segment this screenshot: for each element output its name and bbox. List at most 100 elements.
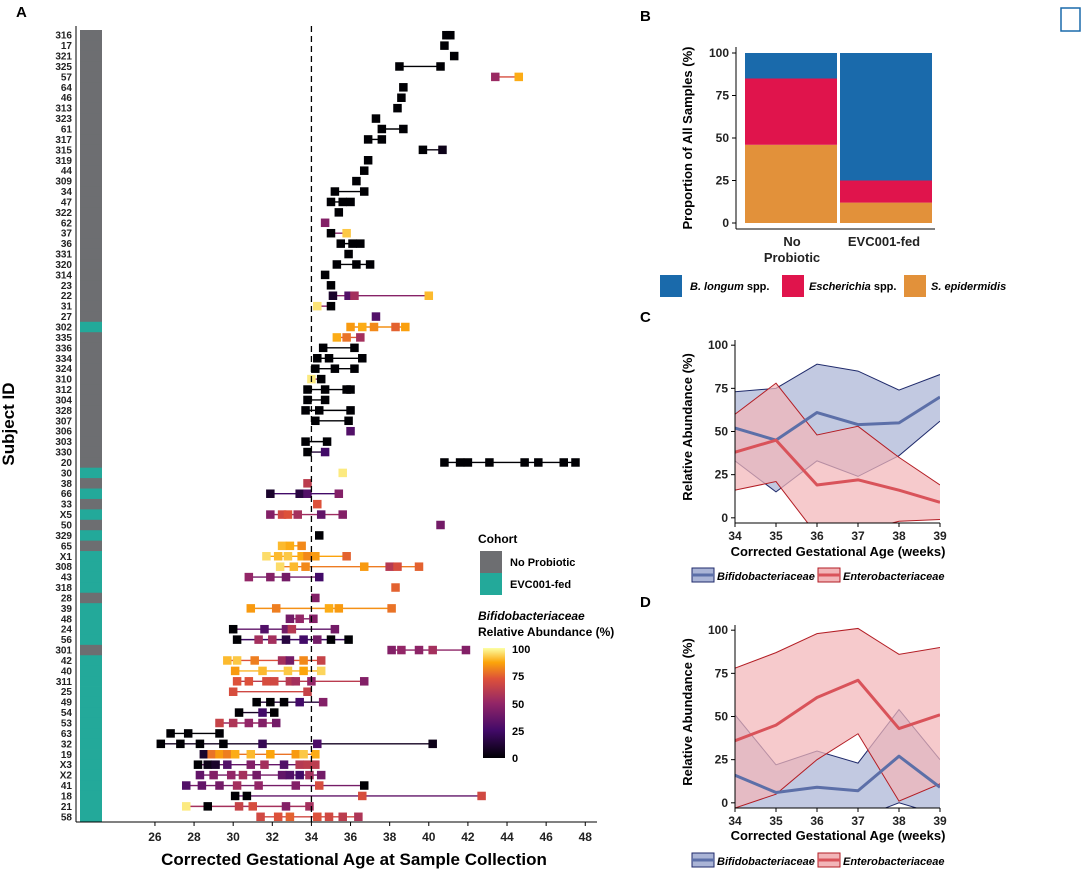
sample-point-56-3 [281,635,291,644]
sample-point-34-1 [359,187,369,196]
cohort-cell-324 [80,363,102,375]
sample-point-302-3 [391,322,400,332]
sample-row-50 [436,520,445,530]
d-y-tick-label: 75 [715,666,729,680]
panel-d-letter: D [640,594,651,611]
sample-row-65 [277,541,306,551]
sample-point-39-3 [334,604,344,613]
subject-label-42: 42 [61,656,73,667]
sample-point-24-4 [330,624,340,634]
b-x-tick-probiotic: Probiotic [764,250,820,265]
sample-point-49-4 [318,697,328,707]
subject-label-34: 34 [61,187,73,198]
sample-point-X2-0 [195,770,205,780]
sample-point-61-1 [399,124,408,134]
cohort-cell-66 [80,488,102,500]
sample-row-334 [313,354,367,363]
sample-point-20-3 [485,458,494,467]
subject-label-335: 335 [55,333,72,344]
b-y-ticks: 0 25 50 75 100 [709,46,736,230]
sample-point-40-0 [230,666,240,676]
cohort-cell-42 [80,655,102,667]
sample-point-32-0 [156,739,166,749]
sample-row-37 [326,228,351,238]
cohort-cell-303 [80,436,102,448]
cohort-cell-312 [80,384,102,396]
sample-point-X5-5 [338,510,347,519]
sample-point-58-4 [324,812,334,822]
subject-label-23: 23 [61,281,73,292]
subject-label-61: 61 [61,125,73,136]
sample-row-324 [311,364,359,373]
sample-point-49-2 [279,697,289,707]
sample-row-316 [442,30,455,40]
subject-label-30: 30 [61,468,73,479]
b-legend-label-b-longum-italic: B. longum [690,281,744,293]
sample-point-54-1 [258,708,267,717]
sample-point-307-0 [311,416,320,426]
sample-point-58-6 [354,812,363,822]
sample-point-X3-2 [211,760,220,769]
subject-label-62: 62 [61,218,73,229]
sample-row-335 [332,333,365,342]
sample-row-57 [491,72,524,82]
a-sample-rows [156,30,580,822]
sample-point-61-0 [377,124,387,134]
d-x-tick-label: 34 [728,814,742,828]
sample-point-32-1 [176,739,185,749]
sample-row-62 [320,218,330,228]
sample-point-27-0 [371,312,381,321]
sample-point-318-0 [391,583,400,592]
a-color-tick: 100 [512,644,530,656]
a-y-axis-title: Subject ID [0,382,18,465]
b-legend-label-escherichia-suffix: spp. [871,281,897,293]
b-legend-label-escherichia-italic: Escherichia [809,281,871,293]
sample-point-18-0 [230,791,240,801]
cohort-cell-30 [80,467,102,479]
sample-row-41 [181,781,369,790]
subject-label-37: 37 [61,229,73,240]
sample-row-314 [320,270,330,280]
sample-point-21-5 [305,802,314,811]
subject-label-304: 304 [55,395,72,406]
b-legend-label-b-longum-suffix: spp. [744,281,770,293]
sample-point-66-3 [334,489,344,498]
sample-point-33-0 [313,499,322,509]
cohort-cell-58 [80,811,102,823]
legend-label-evc001: EVC001-fed [510,579,571,591]
sample-point-311-4 [285,677,295,686]
sample-point-315-0 [418,145,428,155]
sample-point-X5-1 [277,510,287,519]
cohort-cell-306 [80,426,102,437]
a-x-tick-label: 42 [461,830,475,844]
sample-point-19-6 [266,750,275,759]
sample-row-38 [303,479,312,488]
d-legend-label-bifido: Bifidobacteriaceae [717,856,815,868]
sample-row-47 [326,197,355,207]
a-cohort-legend: Cohort No Probiotic EVC001-fed [478,532,575,595]
sample-point-20-0 [440,458,449,467]
sample-row-25 [228,687,312,696]
sample-point-36-0 [336,239,346,248]
subject-label-46: 46 [61,93,73,104]
a-cohort-legend-title: Cohort [478,532,517,546]
sample-point-X1-3 [297,552,306,561]
cohort-cell-49 [80,696,102,708]
sample-point-X3-9 [311,760,320,769]
legend-swatch-no-probiotic [480,551,502,573]
cohort-cell-25 [80,686,102,698]
sample-point-43-0 [244,572,254,582]
b-legend: B. longum spp. Escherichia spp. S. epide… [660,275,1006,297]
panel-d-area-chart: 0 25 50 75 100 34 35 36 37 38 39 Relative Abundanc… [680,623,947,868]
sample-point-41-3 [232,781,242,790]
b-y-tick-label: 0 [722,216,729,230]
panel-a-timeline-chart: 3161732132557644631332361317315319443093… [0,26,614,869]
sample-point-308-1 [289,562,299,571]
sample-point-41-1 [197,781,207,790]
subject-label-309: 309 [55,177,72,188]
cohort-cell-302 [80,321,102,333]
sample-point-330-0 [303,447,312,457]
subject-label-20: 20 [61,458,73,469]
subject-label-331: 331 [55,250,72,261]
sample-point-311-1 [244,677,254,686]
